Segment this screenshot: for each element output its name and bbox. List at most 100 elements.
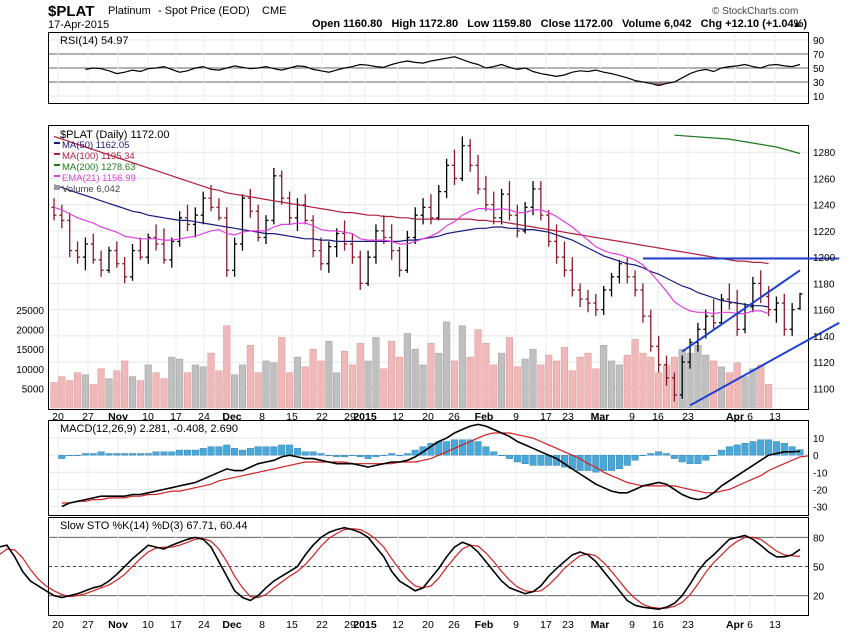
- rsi-y-tick-label: 90: [813, 36, 825, 47]
- ohlc-bar: [609, 272, 615, 297]
- x-axis-label: 6: [747, 619, 753, 631]
- macd-histogram-bar: [741, 443, 749, 456]
- volume-bar: [105, 378, 113, 409]
- volume-bar: [50, 382, 58, 409]
- volume-bar: [521, 358, 529, 409]
- macd-histogram-bar: [317, 453, 325, 456]
- ohlc-bar: [334, 228, 340, 258]
- macd-histogram-bar: [733, 444, 741, 456]
- macd-histogram-bar: [765, 439, 773, 456]
- volume-bar: [639, 352, 647, 409]
- sto-y-tick-label: 50: [813, 563, 825, 574]
- volume-bar: [623, 354, 631, 409]
- macd-histogram-bar: [639, 454, 647, 456]
- ohlc-bar: [169, 237, 175, 268]
- x-axis-label: 23: [562, 411, 574, 423]
- macd-histogram-bar: [356, 454, 364, 458]
- macd-histogram-bar: [490, 451, 498, 456]
- axes-layer: 1030507090110011201140116011801200122012…: [16, 36, 835, 631]
- macd-line: [61, 423, 801, 508]
- volume-bar: [183, 372, 192, 409]
- volume-bar: [443, 321, 451, 409]
- macd-histogram-bar: [66, 454, 74, 456]
- volume-bar: [254, 372, 262, 409]
- x-axis-label: 9: [629, 411, 635, 423]
- volume-bar: [97, 368, 105, 409]
- channel-lower-trendline: [689, 321, 840, 407]
- volume-bar: [340, 350, 349, 409]
- macd-histogram-bar: [584, 454, 592, 471]
- indicator-lines-layer: [0, 56, 840, 611]
- macd-histogram-bar: [678, 454, 686, 463]
- volume-bar: [592, 368, 600, 409]
- rsi-y-tick-label: 70: [813, 50, 825, 61]
- volume-bar: [231, 374, 239, 409]
- channel-upper-trendline: [681, 269, 801, 353]
- volume-bar: [474, 329, 482, 409]
- ohlc-bar: [224, 207, 230, 277]
- volume-bar: [238, 364, 247, 409]
- macd-histogram-bar: [466, 439, 474, 456]
- volume-bar: [403, 333, 411, 409]
- price-y-tick-label: 1180: [813, 279, 835, 290]
- ma100-line: [53, 135, 769, 265]
- x-axis-label: 24: [198, 619, 210, 631]
- ohlc-bar: [459, 136, 465, 182]
- x-axis-label: 27: [82, 411, 94, 423]
- ema21-line: [53, 206, 769, 315]
- ohlc-bar: [90, 233, 96, 264]
- ohlc-bar: [381, 215, 387, 245]
- volume-bar: [631, 339, 639, 409]
- x-axis-label: 26: [448, 619, 460, 631]
- x-axis-label: 17: [540, 411, 552, 423]
- ohlc-bar: [616, 259, 622, 284]
- ohlc-bar: [389, 224, 395, 260]
- ohlc-bar: [522, 202, 528, 234]
- volume-bar: [725, 372, 733, 409]
- macd-histogram-bar: [537, 454, 545, 466]
- ohlc-bar: [75, 241, 81, 264]
- x-axis-label: Feb: [475, 619, 494, 631]
- volume-bar: [568, 370, 576, 409]
- volume-bar: [113, 370, 121, 409]
- price-legend: $PLAT (Daily) 1172.00 MA(50) 1162.05 MA(…: [54, 129, 169, 195]
- x-axis-label: 23: [682, 619, 694, 631]
- price-y-tick-label: 1120: [813, 358, 835, 369]
- x-axis-label: Nov: [108, 619, 128, 631]
- volume-bar: [757, 364, 765, 409]
- volume-bar: [286, 372, 294, 409]
- ohlc-bar: [373, 224, 379, 264]
- volume-bar: [466, 356, 474, 409]
- ohlc-bar: [412, 207, 418, 245]
- rsi-oversold-fill: [654, 82, 663, 86]
- volume-bar: [223, 325, 231, 409]
- ohlc-bar: [538, 181, 544, 221]
- volume-bar: [278, 337, 286, 409]
- ohlc-bar: [232, 237, 238, 277]
- price-y-tick-label: 1220: [813, 227, 836, 238]
- rsi-y-tick-label: 30: [813, 78, 825, 89]
- price-y-tick-label: 1160: [813, 306, 835, 317]
- macd-histogram-bar: [97, 451, 105, 456]
- volume-bar: [607, 360, 616, 409]
- volume-bar: [144, 364, 152, 409]
- volume-bar: [168, 356, 176, 409]
- volume-bar: [309, 348, 317, 409]
- ohlc-bar: [82, 237, 88, 271]
- stochastic-title: Slow STO %K(14) %D(3) 67.71, 60.44: [60, 520, 248, 532]
- x-axis-label: 2015: [353, 411, 377, 423]
- x-axis-label: 9: [513, 411, 519, 423]
- macd-histogram-bar: [443, 441, 451, 456]
- macd-histogram-bar: [663, 453, 671, 456]
- macd-histogram-bar: [160, 451, 168, 456]
- volume-bar: [584, 352, 592, 409]
- volume-bar: [270, 362, 278, 409]
- x-axis-label: Dec: [222, 411, 241, 423]
- ohlc-bar: [467, 139, 473, 172]
- macd-histogram-bar: [498, 454, 506, 456]
- ohlc-bar: [475, 154, 481, 195]
- x-axis-label: Mar: [591, 619, 610, 631]
- macd-histogram-bar: [670, 454, 678, 459]
- ohlc-bar: [436, 185, 442, 221]
